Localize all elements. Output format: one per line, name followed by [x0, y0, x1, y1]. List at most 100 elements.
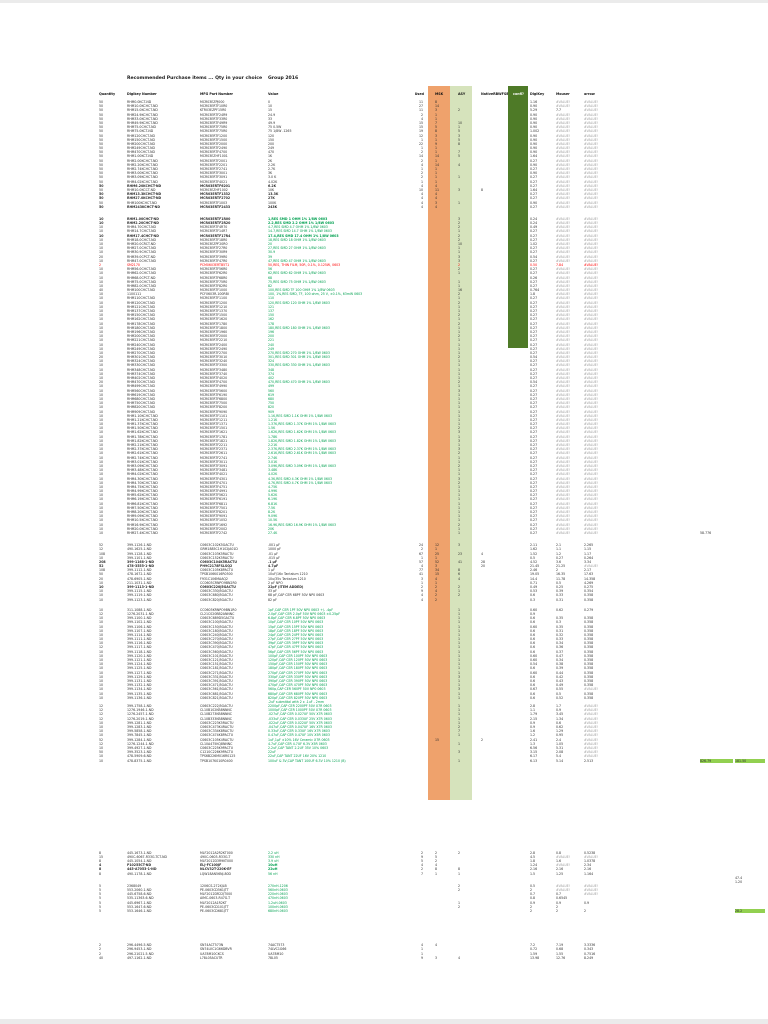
cell-digikey-price: 1.52	[530, 551, 538, 556]
cell-value: 7.5K	[268, 505, 276, 510]
cell-mouser-price: #VALUE!	[556, 443, 571, 447]
cell-mouser-price: 1.7	[556, 704, 562, 709]
cell-asy: 2	[458, 426, 461, 431]
cell-mfg-part-number: MCR03ERTF2R20	[200, 221, 231, 226]
cell-native: 20	[481, 564, 486, 569]
cell-value: .027uF,CAP CER 0.027UF 50V X7R 0603	[268, 712, 332, 717]
cell-value: 1uF,1µF ±10% 16V Ceramic X7R 0603	[268, 737, 330, 742]
cell-quantity: 10	[99, 451, 104, 456]
cell-msk: 8	[435, 100, 438, 104]
cell-digikey-price: 0.27	[530, 417, 538, 422]
cell-asy: 1	[458, 900, 461, 905]
cell-mouser-price: 1.55	[556, 951, 564, 956]
cell-mfg-part-number: C0603C473K4RACTU	[200, 725, 234, 729]
cell-mouser-price: 5.14	[556, 758, 564, 763]
cell-used: 4	[420, 196, 423, 201]
cell-digikey-number: 399-1123-1-ND	[127, 597, 152, 602]
table-row: 10 RHM4.99KCHCT-ND MCR03ERTF4991 4.99K 1 0.27…	[0, 489, 768, 493]
cell-digikey-number: 1276-2019-1-ND	[127, 716, 154, 721]
cell-value: 2 pF NPO	[268, 580, 283, 585]
cell-value: .001 µF	[268, 543, 280, 548]
cell-digikey-number: 211-1031-1-ND	[127, 580, 152, 585]
table-row: 2 SM2170 PCM0603ERTB5T1 50,RES, THIN FILM, …	[0, 263, 768, 267]
cell-mouser-price: 1.6	[556, 859, 562, 864]
cell-quantity: 10	[99, 392, 104, 397]
cell-value: 180pF,CAP CER 180PF 50V NP0 0603	[268, 666, 328, 671]
cell-asy: 2	[458, 451, 461, 456]
cell-digikey-price: 0.54	[530, 380, 538, 385]
cell-mouser-price: #VALUE!	[556, 250, 571, 255]
cell-digikey-price: 0.27	[530, 167, 538, 171]
table-row: 50 RHM120CHCT-ND MCR03ERTF1200 120 12 3 3 0.90 #…	[0, 134, 768, 138]
cell-arrow-price: #VALUE!	[584, 438, 599, 443]
cell-digikey-price: 0.60	[530, 658, 538, 662]
cell-digikey-price: 2.46	[530, 568, 538, 573]
cell-quantity: 5	[99, 896, 102, 901]
cell-quantity: 10	[99, 649, 104, 654]
cell-digikey-price: 0.6	[530, 649, 536, 654]
cell-mfg-part-number: MCR03ERTF4991	[200, 489, 228, 494]
cell-quantity: 10	[99, 329, 104, 334]
cell-asy: 1	[458, 662, 461, 667]
cell-digikey-price: 0.90	[530, 162, 538, 167]
cell-digikey-number: 399-1129-1-ND	[127, 674, 152, 679]
cell-quantity: 10	[99, 463, 104, 468]
cell-mouser-price: #VALUE!	[556, 267, 571, 272]
cell-mfg-part-number: C0603C471J5GACTU	[200, 683, 233, 688]
cell-digikey-number: 399-1116-1-ND	[127, 641, 152, 646]
cell-quantity: 10	[99, 616, 104, 621]
cell-value: 3.09K,RES SMD 3.09K OHM 1% 1/8W 0603	[268, 463, 337, 468]
cell-quantity: 12	[99, 741, 104, 746]
cell-digikey-price: 0.27	[530, 430, 538, 435]
cell-asy: 3	[458, 543, 461, 548]
cell-mfg-part-number: GRM1885C1H102JA01D	[200, 547, 238, 552]
table-row: 10 RHM8.20KCHCT-ND MCR03ERTF8201 8.2K 1 0.27 #…	[0, 510, 768, 514]
cell-used: 1	[420, 947, 423, 952]
extra-value-1: 58.776	[700, 530, 712, 535]
cell-digikey-price: 0.53	[530, 589, 538, 594]
cell-digikey-price: 0.50	[530, 262, 538, 267]
cell-quantity: 52	[99, 543, 104, 548]
cell-mouser-price: #VALUE!	[556, 229, 571, 234]
cell-mouser-price: #VALUE!	[556, 329, 571, 334]
cell-digikey-number: RHM3.00KCHCT-ND	[127, 171, 158, 176]
table-row: 50 RHM3.09KCHCT-ND MCR03ERTF3091 3.0 K 2 1 1 0.…	[0, 175, 768, 179]
table-row: 10 RHM240CHCT-ND MCR03ERTF2400 240 1 0.27 #VAL…	[0, 343, 768, 347]
cell-msk: 4	[435, 943, 438, 948]
cell-quantity: 10	[99, 658, 104, 662]
column-header-native: NativeRBWFSB	[481, 92, 508, 96]
cell-mouser-price: #VALUE!	[556, 292, 571, 297]
cell-digikey-number: RHM301CHCT-ND	[127, 355, 155, 360]
table-row: 10 RHM27.4KCHCT-ND MCR03ERTF2742 27.4K 1 0.27…	[0, 531, 768, 535]
cell-digikey-price: 0.27	[530, 443, 538, 447]
cell-digikey-price: 0.27	[530, 179, 538, 184]
cell-used: 4	[420, 564, 423, 569]
cell-msk: 15	[435, 737, 440, 742]
cell-digikey-number: RHM1.78KCHCT-ND	[127, 434, 158, 439]
cell-digikey-number: RHM249CHCT-ND	[127, 146, 155, 151]
cell-arrow-price: #VALUE!	[584, 409, 599, 414]
cell-value: 68 pF,CAP CER 68PF 50V NP0 0603	[268, 593, 325, 598]
cell-digikey-number: RHM3.09KCHCT-ND	[127, 463, 158, 468]
cell-asy: 1	[458, 175, 461, 180]
cell-used: 57	[418, 559, 423, 564]
cell-arrow-price: #VALUE!	[584, 108, 599, 113]
cell-digikey-price: 1.2	[530, 733, 536, 738]
cell-arrow-price: #VALUE!	[584, 325, 599, 330]
cell-value: 18pF,CAP CER 18PF 50V NP0 0603	[268, 628, 324, 633]
cell-quantity: 10	[99, 296, 104, 301]
cell-value: 100uF & 3V,CAP TANT 100UF 6.3V 10% 1210 …	[268, 758, 346, 763]
table-row: 10 399-1134-1-ND C0603C561J5GACTU 560p,CAP …	[0, 687, 768, 691]
cell-value: 619	[268, 392, 275, 397]
cell-digikey-price: 0.26	[530, 275, 538, 280]
table-row: 10 RHM200CHCT-ND MCR03ERTF2000 200 2 0.27 #VAL…	[0, 334, 768, 338]
cell-mouser-price: #VALUE!	[556, 254, 571, 259]
table-row: 12 490-1625-1-ND GRM1885C1H102JA01D 1000 pF…	[0, 547, 768, 551]
cell-mouser-price: #VALUE!	[556, 296, 571, 301]
cell-mfg-part-number: MCR03ERTF2611	[200, 451, 228, 456]
table-row: 10 399-1111-1-ND C0603C270J5GACTU 27pF,CAP …	[0, 637, 768, 641]
cell-arrow-price: #VALUE!	[584, 708, 599, 713]
cell-value: 0.33uF,CAP CER 0.33UF 16V X7R 0603	[268, 729, 330, 734]
cell-mouser-price: 2.4	[556, 737, 562, 742]
cell-mfg-part-number: MCR03ERTF2211	[200, 443, 228, 447]
